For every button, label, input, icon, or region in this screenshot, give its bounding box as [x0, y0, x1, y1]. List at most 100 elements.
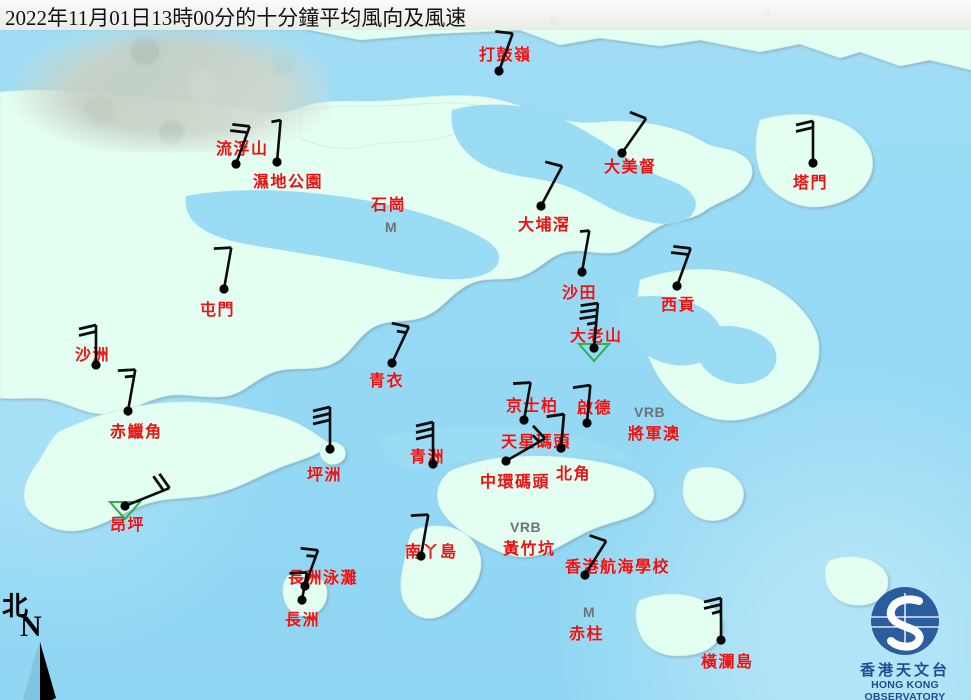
station-dot [556, 443, 566, 453]
barb-full [415, 433, 434, 441]
north-arrow-icon [23, 641, 56, 700]
station-label: 將軍澳 [628, 426, 681, 443]
wind-barb [572, 383, 592, 428]
station-label: 西貢 [661, 297, 697, 314]
barb-full [78, 330, 97, 337]
wind-barb [289, 571, 309, 605]
station-label: 青衣 [369, 373, 405, 390]
station-dot [325, 444, 335, 454]
wind-barb [494, 29, 514, 76]
wind-barb [617, 110, 648, 158]
station-dot [387, 358, 397, 368]
hko-logo-text-en: HONG KONG OBSERVATORY [864, 679, 946, 700]
barb-full [495, 29, 513, 35]
station-label: 長洲 [285, 612, 321, 629]
barb-half [396, 329, 407, 335]
barb-full [703, 596, 722, 604]
wind-barb [580, 534, 608, 580]
station-dot [231, 159, 241, 169]
station-dot [589, 343, 599, 353]
wind-barb [271, 118, 282, 167]
barb-half [711, 609, 722, 615]
barb-shaft [497, 32, 514, 72]
barb-shaft [539, 165, 564, 207]
station-label: 黃竹坑 [503, 541, 556, 558]
wind-barb [312, 405, 335, 454]
barb-shaft [124, 486, 170, 508]
barb-half [531, 434, 541, 443]
land-tung-lung [682, 466, 744, 521]
barb-full [78, 323, 97, 331]
barb-shaft [585, 385, 592, 424]
title-bar-texture [0, 0, 971, 30]
compass-label-cn: 北 [2, 592, 29, 621]
barb-full [513, 381, 531, 385]
station-dot [580, 570, 590, 580]
land-cheung-chau [282, 572, 328, 617]
barb-shaft [222, 247, 233, 290]
compass-label-en: N [20, 610, 42, 643]
title-bar: 2022年11月01日13時00分的十分鐘平均風向及風速 [0, 0, 971, 30]
barb-half [579, 229, 590, 233]
land-po-toi [635, 593, 723, 657]
station-dot [808, 158, 818, 168]
station-dot [219, 284, 229, 294]
wind-barb [213, 246, 233, 294]
barb-full [544, 160, 563, 168]
wind-barb [415, 420, 438, 469]
barb-full [152, 475, 165, 492]
rocky-harbour [695, 325, 777, 385]
barb-full [579, 308, 598, 314]
barb-full [670, 251, 689, 256]
barb-full [546, 412, 565, 419]
station-label: 屯門 [200, 302, 236, 319]
station-label: 京士柏 [506, 398, 559, 415]
wind-barb [703, 596, 726, 645]
victoria-harbour [380, 426, 640, 469]
barb-full [117, 368, 136, 373]
station-dot [494, 66, 504, 76]
compass-rose: 北 N [2, 588, 80, 700]
station-dot [428, 459, 438, 469]
wind-barb [576, 301, 612, 363]
hko-logo-text-cn: 香港天文台 [859, 663, 950, 679]
wind-barb [577, 229, 591, 277]
barb-full [312, 412, 331, 419]
barb-full [572, 383, 591, 390]
wind-barb [78, 323, 101, 370]
satellite-imagery-shenzhen [0, 28, 330, 153]
barb-shaft [583, 540, 608, 576]
station-dot [536, 201, 546, 211]
station-label: 沙田 [562, 285, 598, 302]
barb-half [586, 321, 597, 326]
station-label: 橫瀾島 [701, 654, 754, 671]
station-label: 石崗 [371, 197, 407, 214]
barb-full [312, 418, 331, 426]
barb-full [795, 119, 814, 127]
barb-full [312, 405, 331, 413]
station-status-flag: VRB [510, 519, 542, 535]
station-label: 赤鱲角 [110, 424, 163, 441]
barb-full [531, 424, 546, 440]
station-label: 塔門 [793, 175, 829, 192]
barb-shaft [419, 514, 430, 557]
wind-barb [546, 412, 566, 453]
land-se-island [824, 556, 889, 606]
barb-full [391, 321, 410, 329]
barb-shaft [580, 230, 591, 273]
wind-barb [107, 472, 171, 521]
station-status-flag: VRB [634, 404, 666, 420]
station-dot [577, 267, 587, 277]
barb-shaft [300, 572, 309, 601]
barb-full [289, 571, 307, 575]
land-hong-kong-island [436, 455, 655, 558]
barb-full [232, 122, 250, 128]
station-dot [582, 418, 592, 428]
land-shenzhen-top [0, 27, 971, 71]
station-label: 啟德 [577, 400, 613, 417]
station-label: 天星碼頭 [501, 435, 571, 451]
barb-full [673, 244, 691, 250]
station-label: 中環碼頭 [480, 474, 551, 491]
